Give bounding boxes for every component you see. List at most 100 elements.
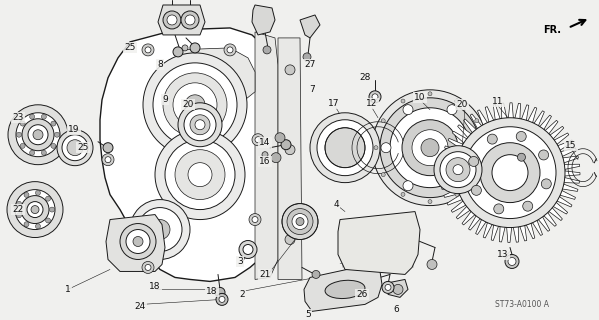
Circle shape — [133, 236, 143, 246]
Circle shape — [167, 15, 177, 25]
Circle shape — [263, 46, 271, 54]
Text: 23: 23 — [13, 113, 24, 122]
Circle shape — [508, 258, 516, 266]
Circle shape — [190, 43, 200, 53]
Circle shape — [518, 153, 525, 161]
Text: 18: 18 — [206, 287, 218, 296]
Text: 20: 20 — [182, 100, 193, 109]
Circle shape — [24, 222, 29, 227]
Circle shape — [401, 99, 405, 103]
Circle shape — [464, 127, 556, 219]
Text: 20: 20 — [456, 100, 468, 109]
Circle shape — [163, 11, 181, 29]
Circle shape — [185, 95, 205, 115]
Circle shape — [468, 156, 479, 166]
Circle shape — [22, 119, 54, 151]
Polygon shape — [440, 103, 580, 243]
Text: 12: 12 — [367, 99, 378, 108]
Circle shape — [142, 44, 154, 56]
Circle shape — [103, 143, 113, 153]
Circle shape — [285, 65, 295, 75]
Circle shape — [17, 132, 22, 137]
Polygon shape — [175, 48, 255, 102]
Circle shape — [475, 173, 479, 177]
Circle shape — [173, 83, 217, 127]
Circle shape — [188, 163, 212, 187]
Circle shape — [453, 165, 463, 175]
Circle shape — [29, 150, 35, 155]
Circle shape — [67, 140, 83, 156]
Polygon shape — [100, 28, 278, 281]
Text: 10: 10 — [415, 93, 426, 102]
Circle shape — [287, 209, 313, 235]
Circle shape — [155, 130, 245, 220]
Circle shape — [51, 143, 56, 148]
Text: 18: 18 — [149, 282, 161, 291]
Circle shape — [440, 152, 476, 188]
Circle shape — [523, 201, 533, 211]
Circle shape — [62, 135, 88, 161]
Circle shape — [143, 53, 247, 157]
Text: 25: 25 — [77, 143, 89, 152]
Circle shape — [402, 120, 458, 176]
Circle shape — [492, 155, 528, 191]
Circle shape — [153, 63, 237, 147]
Circle shape — [455, 192, 459, 196]
Circle shape — [17, 213, 22, 218]
Circle shape — [381, 119, 385, 123]
Circle shape — [303, 53, 311, 61]
Circle shape — [471, 185, 482, 195]
Circle shape — [369, 91, 381, 103]
Circle shape — [475, 119, 479, 123]
Circle shape — [446, 158, 470, 182]
Circle shape — [120, 224, 156, 260]
Circle shape — [381, 143, 391, 153]
Circle shape — [239, 241, 257, 259]
Circle shape — [190, 115, 210, 135]
Circle shape — [216, 293, 228, 305]
Text: 11: 11 — [492, 97, 504, 106]
Circle shape — [17, 201, 22, 206]
Circle shape — [21, 196, 49, 224]
Circle shape — [165, 140, 235, 210]
Circle shape — [390, 108, 470, 188]
Circle shape — [312, 270, 320, 278]
Circle shape — [145, 264, 151, 270]
Text: FR.: FR. — [543, 25, 561, 35]
Text: 16: 16 — [259, 157, 271, 166]
Text: 4: 4 — [333, 200, 339, 209]
Text: 3: 3 — [237, 257, 243, 266]
Text: 17: 17 — [328, 99, 340, 108]
Circle shape — [20, 121, 25, 126]
Circle shape — [539, 150, 549, 160]
Text: 27: 27 — [304, 60, 316, 69]
Circle shape — [487, 134, 497, 144]
Circle shape — [282, 204, 318, 239]
Text: 19: 19 — [68, 125, 80, 134]
Text: 6: 6 — [393, 305, 399, 314]
Circle shape — [455, 99, 459, 103]
Circle shape — [102, 154, 114, 166]
Circle shape — [16, 113, 60, 157]
Circle shape — [403, 181, 413, 191]
Circle shape — [105, 157, 111, 163]
Circle shape — [150, 220, 170, 239]
Circle shape — [33, 130, 43, 140]
Circle shape — [421, 139, 439, 157]
Circle shape — [403, 105, 413, 115]
Text: 26: 26 — [356, 290, 368, 299]
Circle shape — [227, 47, 233, 53]
Circle shape — [28, 125, 48, 145]
Text: 9: 9 — [162, 95, 168, 104]
Circle shape — [482, 146, 486, 150]
Circle shape — [7, 182, 63, 237]
Text: 2: 2 — [239, 290, 245, 299]
Circle shape — [393, 284, 403, 294]
Circle shape — [401, 192, 405, 196]
Circle shape — [8, 105, 68, 165]
Circle shape — [434, 146, 482, 194]
Ellipse shape — [325, 280, 365, 299]
Circle shape — [46, 218, 50, 223]
Circle shape — [310, 113, 380, 183]
Circle shape — [428, 200, 432, 204]
